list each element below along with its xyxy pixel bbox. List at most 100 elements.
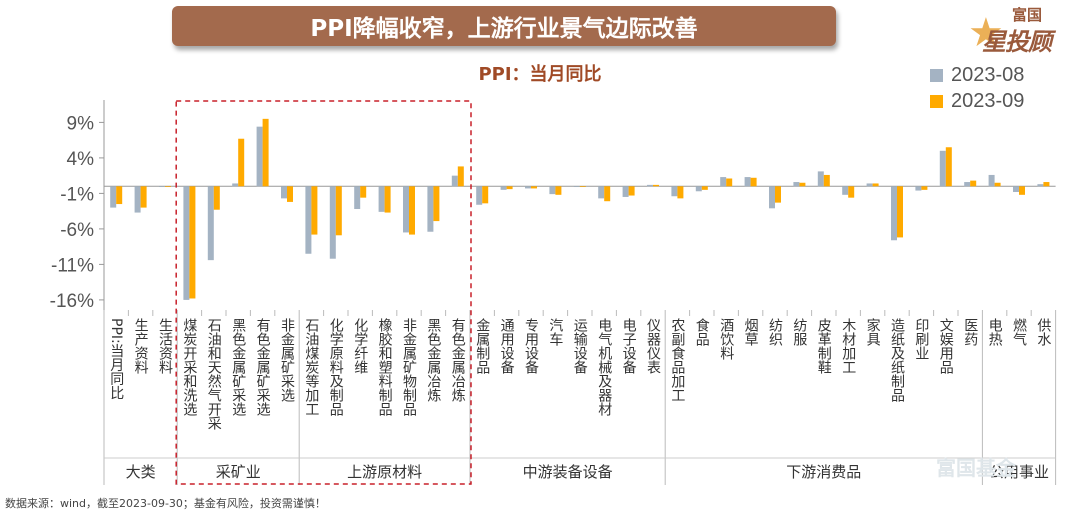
bar-series-1-9 — [329, 186, 336, 259]
x-category-label: 化学纤维 — [352, 318, 368, 374]
bar-series-1-28 — [793, 182, 800, 187]
x-category-label: 运输设备 — [572, 318, 588, 374]
bar-series-1-5 — [232, 183, 239, 187]
bar-series-2-31 — [872, 183, 879, 187]
x-category-label: PPI:当月同比 — [108, 318, 124, 400]
bar-series-2-22 — [653, 184, 659, 187]
x-category-label: 石油煤炭等加工 — [303, 318, 319, 416]
brand-logo: ★ 富国 星投顾 — [966, 2, 1070, 56]
bar-series-2-34 — [945, 147, 952, 187]
bar-series-1-1 — [134, 186, 141, 213]
group-label: 采矿业 — [216, 463, 261, 481]
legend-label-series-1: 2023-08 — [951, 63, 1025, 86]
x-category-label: 有色金属冶炼 — [450, 318, 466, 403]
bar-series-2-25 — [726, 178, 733, 187]
x-category-label: 农副食品加工 — [669, 318, 685, 402]
bar-series-1-32 — [891, 186, 897, 241]
legend-swatch-series-1 — [930, 68, 943, 82]
bar-series-1-33 — [915, 186, 922, 191]
bar-series-2-33 — [921, 186, 928, 190]
x-category-label: 皮革制鞋 — [816, 318, 832, 374]
x-category-label: 医药 — [962, 318, 978, 346]
banner-title: PPI降幅收窄，上游行业景气边际改善 — [172, 6, 836, 46]
bar-series-2-2 — [165, 186, 171, 188]
x-category-label: 汽车 — [547, 318, 563, 346]
bar-series-2-10 — [360, 186, 367, 198]
x-category-label: 木材加工 — [840, 318, 856, 374]
bar-series-2-13 — [433, 186, 440, 222]
bar-series-1-18 — [549, 186, 556, 195]
bar-series-2-16 — [506, 186, 513, 190]
x-category-label: 橡胶和塑料制品 — [377, 318, 393, 416]
bar-series-2-23 — [677, 186, 684, 199]
y-tick-label: 4% — [67, 149, 95, 170]
x-category-label: 食品 — [694, 317, 710, 346]
bar-series-1-36 — [988, 174, 995, 187]
x-category-label: 通用设备 — [499, 318, 515, 374]
bar-series-1-10 — [354, 186, 361, 210]
bar-series-1-12 — [403, 186, 409, 233]
x-category-label: 电热 — [987, 318, 1003, 346]
bar-series-2-12 — [409, 186, 415, 235]
x-category-label: 石油和天然气开采 — [206, 318, 222, 430]
group-label: 下游消费品 — [786, 463, 861, 481]
x-category-label: 供水 — [1035, 318, 1051, 346]
x-category-label: 纺服 — [791, 318, 807, 347]
bar-series-1-31 — [866, 183, 873, 187]
bar-series-2-3 — [189, 186, 196, 299]
bar-series-1-23 — [671, 186, 678, 197]
bar-series-2-4 — [213, 186, 220, 210]
legend-item-series-2: 2023-09 — [930, 88, 1024, 114]
bar-series-1-19 — [573, 186, 580, 188]
bar-series-1-4 — [207, 186, 214, 261]
x-category-label: 煤炭开采和洗选 — [181, 318, 197, 417]
y-tick-label: -16% — [50, 291, 94, 312]
x-category-label: 造纸及纸制品 — [889, 318, 905, 402]
bar-series-1-13 — [427, 186, 434, 232]
bar-series-1-3 — [183, 186, 190, 300]
x-category-label: 家具 — [865, 317, 881, 346]
bar-series-2-35 — [970, 180, 977, 187]
footer-source-note: 数据来源：wind，截至2023-09-30；基金有风险，投资需谨慎！ — [5, 497, 326, 510]
bar-series-2-9 — [335, 186, 342, 236]
group-label: 大类 — [126, 463, 156, 481]
legend-swatch-series-2 — [930, 94, 943, 108]
y-tick-label: 9% — [67, 113, 95, 134]
x-category-label: 非金属矿采选 — [279, 318, 295, 403]
star-icon: ★ — [968, 10, 1004, 56]
bar-series-2-17 — [531, 186, 537, 189]
logo-top-text: 富国 — [1012, 6, 1043, 24]
bar-series-2-30 — [848, 186, 855, 198]
group-label: 上游原材料 — [347, 463, 422, 481]
x-category-label: 化学原料及制品 — [328, 318, 344, 416]
group-label: 公用事业 — [989, 463, 1049, 481]
bar-series-2-1 — [140, 186, 147, 208]
bar-series-2-29 — [823, 174, 830, 187]
bar-series-2-0 — [116, 186, 123, 205]
bar-series-1-29 — [817, 171, 824, 187]
x-category-label: 有色金属矿采选 — [255, 318, 271, 417]
bar-series-2-18 — [555, 186, 562, 195]
legend-label-series-2: 2023-09 — [951, 89, 1025, 112]
watermark: 富国基金 — [936, 456, 1016, 480]
x-category-label: 金属制品 — [474, 318, 490, 374]
bar-series-1-6 — [256, 126, 263, 187]
x-category-label: 燃气 — [1011, 317, 1027, 346]
bar-series-1-22 — [647, 184, 653, 187]
bar-series-2-26 — [750, 177, 757, 187]
bar-series-1-16 — [500, 186, 507, 190]
legend-item-series-1: 2023-08 — [930, 62, 1024, 88]
bar-series-1-34 — [939, 150, 946, 187]
bar-series-2-21 — [628, 186, 635, 196]
logo-main-text: 星投顾 — [982, 28, 1052, 56]
bar-series-2-15 — [482, 186, 489, 204]
y-tick-label: -1% — [60, 184, 94, 205]
bar-series-1-20 — [598, 186, 605, 199]
bar-series-1-24 — [695, 186, 702, 192]
bar-series-2-24 — [701, 186, 708, 190]
x-category-label: 电气机械及器材 — [596, 318, 612, 416]
bar-series-2-20 — [604, 186, 611, 202]
bar-series-1-8 — [305, 186, 312, 254]
bar-series-1-37 — [1013, 186, 1019, 192]
